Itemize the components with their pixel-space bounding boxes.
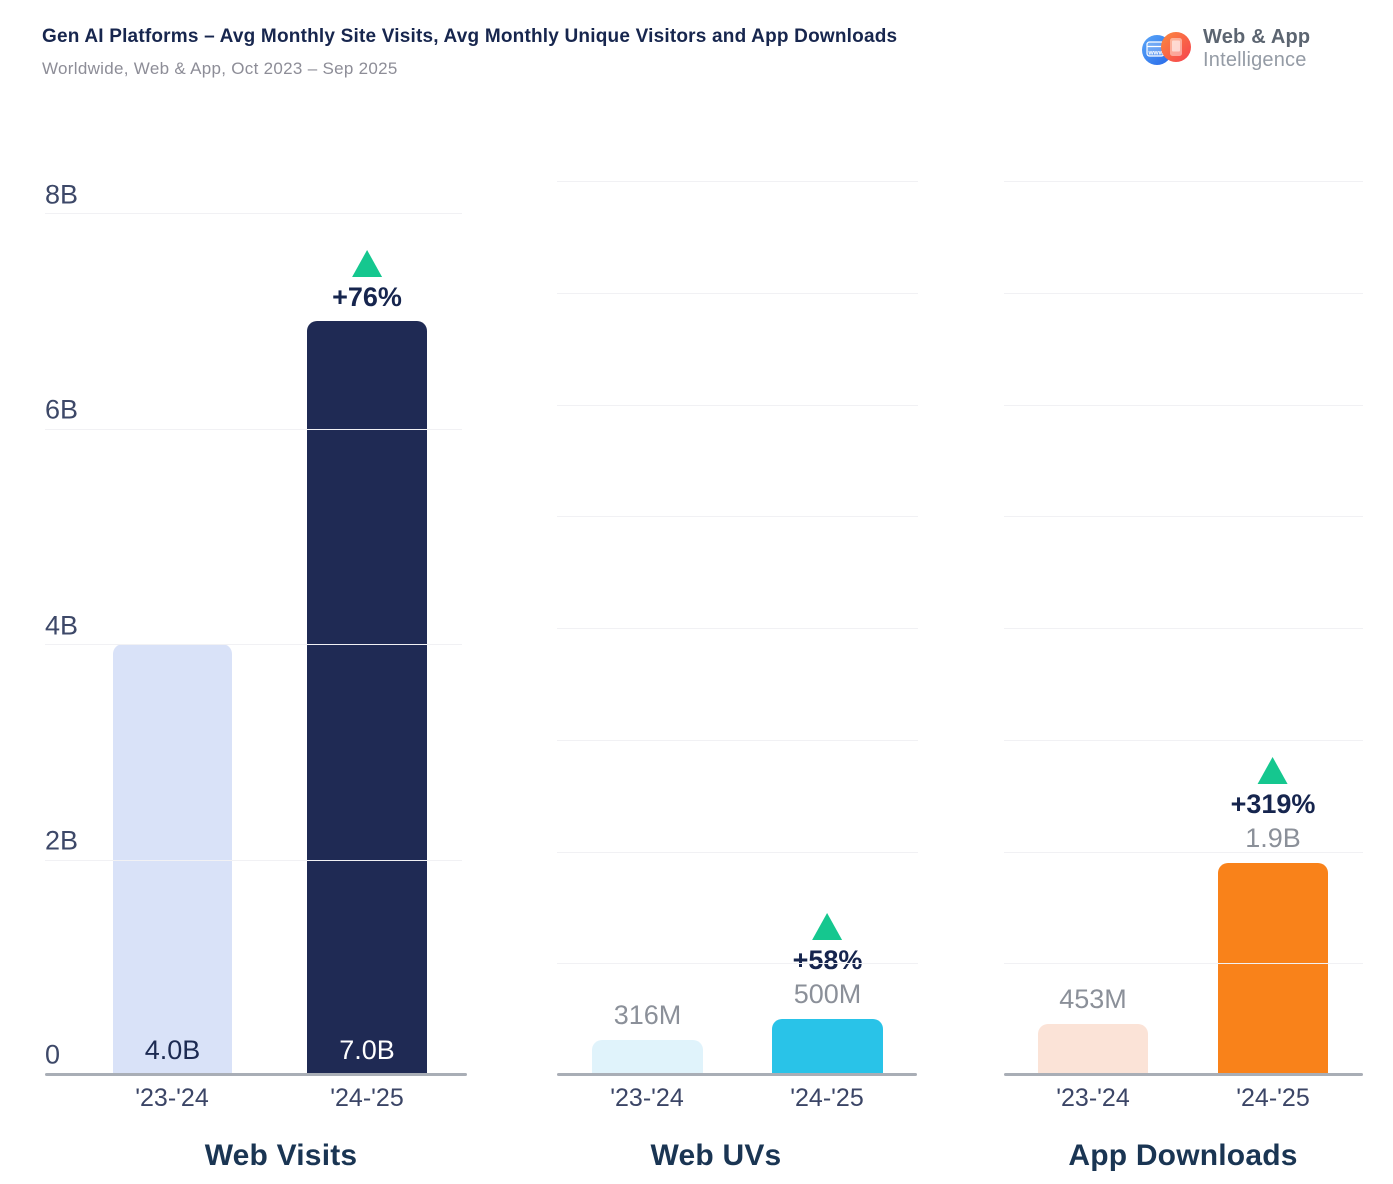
brand-name-line2: Intelligence xyxy=(1203,49,1307,71)
gridline xyxy=(45,428,462,430)
gridline xyxy=(1004,404,1363,406)
gridline xyxy=(45,859,462,861)
panel-title-web-uvs: Web UVs xyxy=(650,1139,782,1172)
page-subtitle: Worldwide, Web & App, Oct 2023 – Sep 202… xyxy=(42,59,398,78)
gridline xyxy=(557,292,918,294)
increase-triangle-icon xyxy=(352,249,382,277)
plot-area-web-visits: 4.0B 7.0B +76% xyxy=(45,213,462,1075)
bar-app-downloads-23-24: 453M xyxy=(1038,984,1148,1075)
gridline xyxy=(557,628,918,629)
bar-fill: 7.0B xyxy=(307,320,427,1075)
gridline xyxy=(1004,516,1363,518)
gridline xyxy=(557,963,918,965)
bar-web-uvs-23-24: 316M xyxy=(592,1000,703,1075)
gridline xyxy=(45,213,462,214)
change-annotation: +76% xyxy=(332,249,402,321)
x-tick-label: '23-'24 xyxy=(1056,1084,1130,1112)
y-axis-label-6b: 6B xyxy=(45,394,79,425)
bar-value-label: 316M xyxy=(613,999,682,1030)
x-tick-label: '24-'25 xyxy=(1236,1084,1310,1112)
svg-text:www: www xyxy=(1148,50,1165,57)
x-tick-label: '23-'24 xyxy=(135,1084,209,1112)
bar-web-visits-24-25: 7.0B +76% xyxy=(307,249,427,1075)
y-axis-label-8b: 8B xyxy=(45,179,79,210)
change-label: +58% xyxy=(792,945,863,976)
panel-title-app-downloads: App Downloads xyxy=(1068,1139,1298,1172)
x-axis-baseline xyxy=(1004,1073,1363,1076)
change-annotation: +58% 500M xyxy=(792,913,863,1019)
gridline xyxy=(557,851,918,853)
increase-triangle-icon xyxy=(812,913,843,941)
gridline xyxy=(557,181,918,182)
page-title: Gen AI Platforms – Avg Monthly Site Visi… xyxy=(42,26,898,47)
bar-value-label: 1.9B xyxy=(1245,822,1301,853)
x-tick-label: '24-'25 xyxy=(330,1084,404,1112)
bar-value-label: 7.0B xyxy=(339,1035,395,1065)
bar-value-label: 453M xyxy=(1059,984,1127,1015)
y-axis-label-2b: 2B xyxy=(45,825,79,856)
gridline xyxy=(1004,292,1363,294)
bar-value-label: 500M xyxy=(793,979,862,1010)
web-and-app-logo-icon: www xyxy=(1142,27,1192,71)
plot-area-app-downloads: 453M +319% 1.9B xyxy=(1004,181,1363,1075)
bar-fill xyxy=(1218,862,1328,1075)
y-axis-label-4b: 4B xyxy=(45,610,79,641)
gridline xyxy=(557,516,918,518)
brand-logo-text: Web & App Intelligence xyxy=(1203,26,1310,72)
gridline xyxy=(1004,739,1363,741)
bar-web-uvs-24-25: +58% 500M xyxy=(772,913,883,1075)
x-tick-label: '24-'25 xyxy=(790,1084,864,1112)
x-tick-label: '23-'24 xyxy=(610,1084,684,1112)
bar-fill xyxy=(1038,1024,1148,1075)
gridline xyxy=(1004,628,1363,629)
value-annotation: 316M xyxy=(614,998,682,1040)
x-axis-baseline xyxy=(557,1073,917,1076)
gridline xyxy=(557,739,918,741)
panel-title-web-visits: Web Visits xyxy=(204,1139,358,1172)
brand-name-line1: Web & App xyxy=(1203,26,1311,48)
plot-area-web-uvs: 316M +58% 500M xyxy=(557,181,918,1075)
increase-triangle-icon xyxy=(1257,756,1288,784)
bar-value-label: 4.0B xyxy=(144,1035,201,1065)
change-label: +319% xyxy=(1230,788,1316,819)
change-label: +76% xyxy=(332,281,402,312)
brand-logo: www Web & App Intelligence xyxy=(1142,26,1310,72)
gridline xyxy=(45,644,462,645)
bar-fill xyxy=(772,1019,883,1075)
gridline xyxy=(1004,963,1363,965)
bar-app-downloads-24-25: +319% 1.9B xyxy=(1218,756,1328,1075)
x-axis-baseline xyxy=(45,1073,467,1076)
gridline xyxy=(1004,851,1363,853)
gridline xyxy=(1004,181,1363,182)
change-annotation: +319% 1.9B xyxy=(1230,756,1316,863)
bar-fill xyxy=(592,1039,703,1075)
y-axis-label-0: 0 xyxy=(45,1039,61,1070)
value-annotation: 453M xyxy=(1059,982,1127,1024)
gridline xyxy=(557,404,918,406)
